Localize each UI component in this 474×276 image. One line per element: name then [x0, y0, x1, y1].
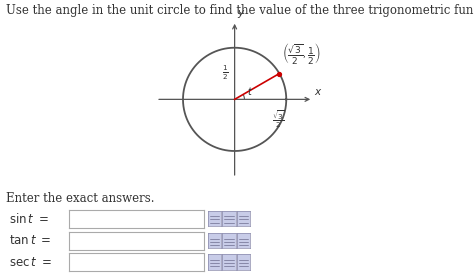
Text: $\frac{1}{2}$: $\frac{1}{2}$	[222, 63, 228, 82]
Text: $y$: $y$	[237, 8, 245, 20]
Text: $\sin t\ =$: $\sin t\ =$	[9, 212, 50, 226]
Text: Enter the exact answers.: Enter the exact answers.	[6, 192, 155, 205]
Text: $\tan t\ =$: $\tan t\ =$	[9, 234, 52, 247]
Text: $\left(\dfrac{\sqrt{3}}{2},\dfrac{1}{2}\right)$: $\left(\dfrac{\sqrt{3}}{2},\dfrac{1}{2}\…	[282, 41, 320, 66]
Text: $\frac{\sqrt{3}}{2}$: $\frac{\sqrt{3}}{2}$	[272, 108, 285, 130]
Text: Use the angle in the unit circle to find the value of the three trigonometric fu: Use the angle in the unit circle to find…	[6, 4, 474, 17]
Text: $x$: $x$	[314, 87, 323, 97]
Text: $t$: $t$	[247, 86, 253, 97]
Text: $\sec t\ =$: $\sec t\ =$	[9, 256, 53, 269]
